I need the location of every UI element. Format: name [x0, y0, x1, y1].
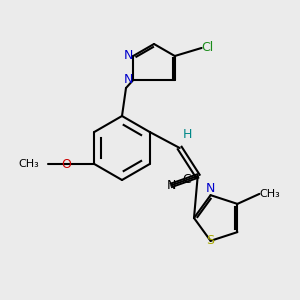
Text: N: N	[167, 179, 176, 192]
Text: CH₃: CH₃	[260, 189, 280, 199]
Text: N: N	[124, 74, 133, 86]
Text: H: H	[183, 128, 192, 140]
Text: O: O	[61, 158, 71, 170]
Text: Cl: Cl	[202, 41, 214, 55]
Text: C: C	[182, 173, 191, 187]
Text: S: S	[207, 234, 214, 247]
Text: N: N	[206, 182, 215, 195]
Text: N: N	[124, 50, 133, 62]
Text: CH₃: CH₃	[19, 159, 39, 169]
